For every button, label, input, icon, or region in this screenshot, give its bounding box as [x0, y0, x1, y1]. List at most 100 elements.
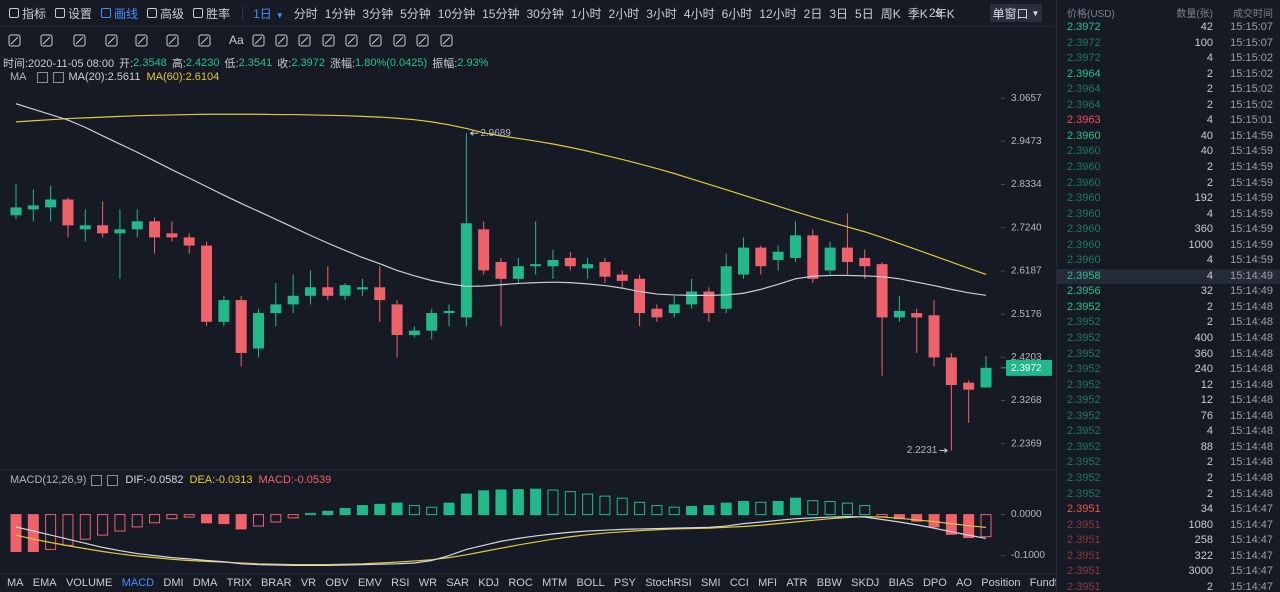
- indicator-tab[interactable]: VOLUME: [65, 577, 113, 589]
- tool-icon[interactable]: [393, 34, 406, 47]
- tool-icon[interactable]: [166, 34, 179, 47]
- tool-icon[interactable]: [322, 34, 335, 47]
- indicator-tab[interactable]: SKDJ: [851, 577, 880, 589]
- indicator-tab[interactable]: OBV: [325, 577, 349, 589]
- indicator-tab[interactable]: BIAS: [888, 577, 914, 589]
- indicator-tab[interactable]: KDJ: [478, 577, 500, 589]
- candle-body: [356, 287, 368, 290]
- indicator-tab[interactable]: StochRSI: [645, 577, 692, 589]
- macd-bar: [547, 489, 559, 516]
- timeframe[interactable]: 季K: [907, 6, 928, 21]
- tool-icon[interactable]: [8, 34, 21, 47]
- tool-icon[interactable]: [252, 34, 265, 47]
- menu-item[interactable]: 高级: [147, 5, 184, 22]
- timeframe[interactable]: 3分钟: [362, 6, 394, 21]
- trade-time: 15:14:47: [1230, 518, 1273, 531]
- tool-glyph: [300, 36, 309, 45]
- trade-time: 15:14:48: [1230, 316, 1273, 329]
- indicator-tab[interactable]: BRAR: [260, 577, 292, 589]
- indicator-tab[interactable]: EMV: [357, 577, 382, 589]
- indicator-tab[interactable]: BOLL: [576, 577, 605, 589]
- indicator-tab[interactable]: AO: [956, 577, 972, 589]
- indicator-tab[interactable]: MACD: [121, 577, 155, 589]
- indicator-tab[interactable]: DMA: [192, 577, 218, 589]
- indicator-tab[interactable]: PSY: [613, 577, 636, 589]
- timeframe[interactable]: 10分钟: [437, 6, 476, 21]
- ma60-line: [15, 113, 987, 275]
- close-button[interactable]: [107, 474, 119, 486]
- timeframe[interactable]: 5日: [855, 6, 874, 21]
- timeframe[interactable]: 1分钟: [324, 6, 356, 21]
- close-button[interactable]: [52, 71, 64, 83]
- indicator-tab[interactable]: MFI: [758, 577, 778, 589]
- timeframe[interactable]: 周K: [880, 6, 901, 21]
- trade-row: 2.3951 258 15:14:47: [1057, 533, 1280, 549]
- indicator-tab[interactable]: SAR: [446, 577, 469, 589]
- timeframe[interactable]: 1小时: [570, 6, 602, 21]
- menu-item[interactable]: 胜率: [193, 5, 230, 22]
- tool-icon[interactable]: [440, 34, 453, 47]
- refresh-interval[interactable]: 2s: [929, 6, 942, 20]
- timeframe[interactable]: 分时: [293, 6, 318, 21]
- caret: ▼: [1031, 8, 1040, 18]
- indicator-tab[interactable]: MA: [7, 577, 24, 589]
- macd-bar: [339, 507, 351, 516]
- timeframe[interactable]: 12小时: [759, 6, 797, 21]
- indicator-tab[interactable]: SMI: [700, 577, 721, 589]
- settings-button[interactable]: [36, 71, 48, 83]
- candle-body: [824, 247, 836, 271]
- tool-glyph: [42, 36, 51, 45]
- tool-icon[interactable]: [345, 34, 358, 47]
- timeframe[interactable]: 15分钟: [482, 6, 520, 21]
- trade-row: 2.3952 88 15:14:48: [1057, 440, 1280, 456]
- indicator-tab[interactable]: DPO: [922, 577, 947, 589]
- tool-icon[interactable]: [298, 34, 311, 47]
- trade-row: 2.3951 322 15:14:47: [1057, 549, 1280, 565]
- period-select[interactable]: 1日 ▼: [253, 6, 284, 21]
- tool-icon[interactable]: [73, 34, 86, 47]
- timeframe[interactable]: 3日: [829, 6, 849, 21]
- tool-icon[interactable]: [40, 34, 53, 47]
- indicator-tab[interactable]: CCI: [729, 577, 749, 589]
- menu-item[interactable]: 指标: [9, 5, 46, 22]
- y-tick-label: 0.0000: [1011, 509, 1042, 520]
- indicator-tab[interactable]: DMI: [163, 577, 184, 589]
- trade-price: 2.3960: [1067, 254, 1101, 267]
- indicator-tab[interactable]: ROC: [508, 577, 533, 589]
- timeframe[interactable]: 2日: [803, 6, 823, 21]
- indicator-tab[interactable]: VR: [300, 577, 317, 589]
- timeframe[interactable]: 30分钟: [526, 6, 564, 21]
- settings-button[interactable]: [91, 474, 103, 486]
- indicator-tab[interactable]: TRIX: [226, 577, 252, 589]
- indicator-tab[interactable]: MTM: [542, 577, 568, 589]
- tool-icon[interactable]: [275, 34, 288, 47]
- indicator-tab[interactable]: BBW: [816, 577, 842, 589]
- timeframe[interactable]: 5分钟: [400, 6, 431, 21]
- tool-icon[interactable]: [105, 34, 118, 47]
- window-button[interactable]: 单窗口 ▼: [990, 4, 1042, 22]
- text-tool[interactable]: Aa: [229, 33, 244, 47]
- trade-row: 2.3972 4 15:15:02: [1057, 51, 1280, 67]
- macd-bar: [10, 514, 22, 552]
- trade-time: 15:14:59: [1230, 176, 1273, 189]
- tool-icon[interactable]: [369, 34, 382, 47]
- menu-item[interactable]: 画线: [101, 5, 138, 22]
- indicator-tab[interactable]: ATR: [786, 577, 808, 589]
- timeframe[interactable]: 4小时: [683, 6, 715, 21]
- candle-body: [62, 199, 74, 226]
- time: 时间:2020-11-05 08:00: [3, 58, 115, 70]
- tool-icon[interactable]: [135, 34, 148, 47]
- tool-icon[interactable]: [198, 34, 211, 47]
- timeframe[interactable]: 6小时: [721, 6, 753, 21]
- timeframe[interactable]: 2小时: [608, 6, 640, 21]
- macd-bar: [807, 500, 819, 516]
- timeframe[interactable]: 年K: [934, 6, 955, 21]
- tool-icon[interactable]: [416, 34, 429, 47]
- timeframe[interactable]: 3小时: [646, 6, 677, 21]
- indicator-tab[interactable]: RSI: [391, 577, 410, 589]
- indicator-tab[interactable]: EMA: [32, 577, 57, 589]
- indicator-tab[interactable]: WR: [418, 577, 438, 589]
- candle-body: [478, 229, 490, 271]
- menu-item[interactable]: 设置: [55, 5, 92, 22]
- indicator-tab[interactable]: Position: [981, 577, 1021, 589]
